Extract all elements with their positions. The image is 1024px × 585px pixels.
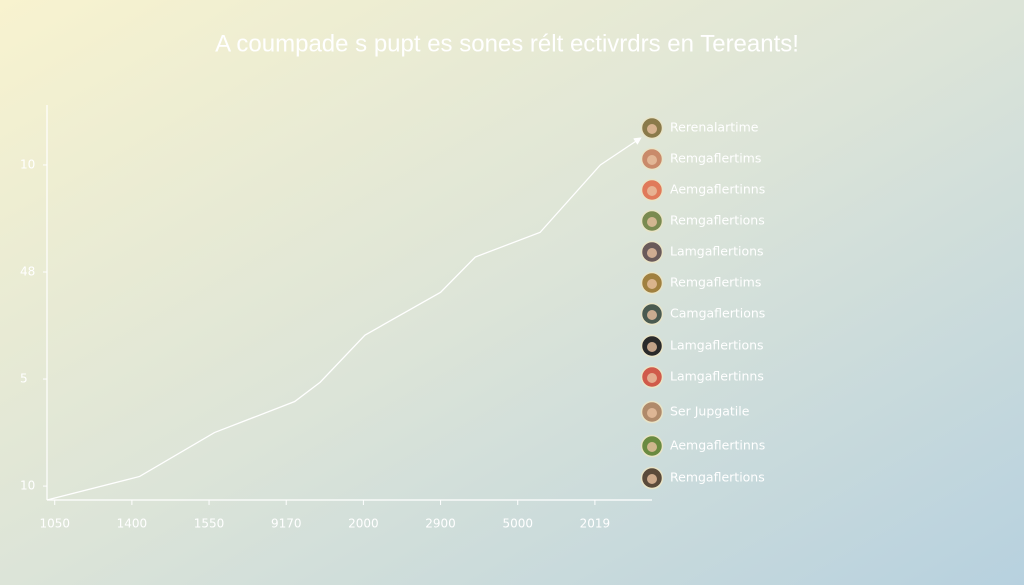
legend-label: Remgaflertims xyxy=(670,151,761,166)
legend-label: Lamgaflertions xyxy=(670,338,764,353)
avatar-face xyxy=(647,155,657,165)
chart-title: A coumpade s pupt es sones rélt ectivrdr… xyxy=(215,30,799,57)
legend-label: Lamgaflertinns xyxy=(670,369,764,384)
x-tick-label: 2900 xyxy=(425,517,456,531)
legend-label: Remgaflertims xyxy=(670,275,761,290)
legend-label: Aemgaflertinns xyxy=(670,438,765,453)
avatar-face xyxy=(647,474,657,484)
avatar-face xyxy=(647,310,657,320)
avatar-face xyxy=(647,186,657,196)
legend-label: Remgaflertions xyxy=(670,470,765,485)
legend-label: Ser Jupgatile xyxy=(670,404,750,419)
x-tick-label: 1050 xyxy=(39,517,70,531)
avatar-face xyxy=(647,124,657,134)
line xyxy=(46,137,642,501)
avatar-face xyxy=(647,279,657,289)
avatar-face xyxy=(647,217,657,227)
avatar-face xyxy=(647,373,657,383)
avatar-face xyxy=(647,442,657,452)
y-tick-label: 10 xyxy=(20,157,35,171)
x-tick-label: 5000 xyxy=(502,517,533,531)
y-tick-label: 48 xyxy=(20,264,35,278)
y-tick-label: 10 xyxy=(20,479,35,493)
legend-label: Remgaflertions xyxy=(670,213,765,228)
legend-label: Rerenalartime xyxy=(670,120,759,135)
x-tick-label: 1550 xyxy=(194,517,225,531)
legend-label: Aemgaflertinns xyxy=(670,182,765,197)
x-tick-label: 2000 xyxy=(348,517,379,531)
avatar-face xyxy=(647,248,657,258)
y-tick-label: 5 xyxy=(20,372,28,386)
x-tick-label: 2019 xyxy=(580,517,611,531)
avatar-face xyxy=(647,342,657,352)
legend-label: Lamgaflertions xyxy=(670,244,764,259)
x-tick-label: 9170 xyxy=(271,517,302,531)
x-tick-label: 1400 xyxy=(117,517,148,531)
avatar-face xyxy=(647,408,657,418)
legend-label: Camgaflertions xyxy=(670,306,765,321)
